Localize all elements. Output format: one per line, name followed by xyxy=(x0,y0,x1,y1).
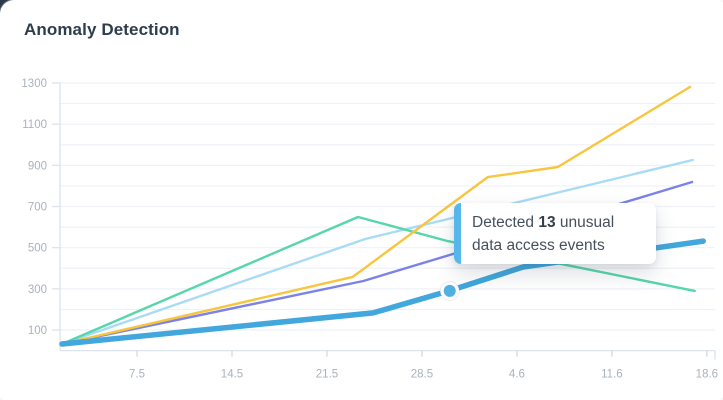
pale-blue-series-line xyxy=(60,158,694,346)
tooltip-text: Detected 13 unusual data access events xyxy=(454,205,656,263)
y-axis-label: 300 xyxy=(28,284,47,296)
anomaly-tooltip: Detected 13 unusual data access events xyxy=(454,203,656,264)
x-axis-label: 4.6 xyxy=(509,369,525,381)
tooltip-text-suffix: unusual data access events xyxy=(472,213,615,254)
y-axis-label: 1100 xyxy=(22,119,47,131)
y-axis-label: 900 xyxy=(28,160,47,172)
x-axis-label: 14.5 xyxy=(221,369,243,381)
x-axis-label: 21.5 xyxy=(316,369,338,381)
x-axis-label: 11.6 xyxy=(601,369,623,381)
x-axis-label: 18.6 xyxy=(696,369,718,381)
y-axis-label: 1300 xyxy=(21,78,47,90)
y-axis-label: 100 xyxy=(28,325,47,337)
anomaly-marker xyxy=(443,284,456,297)
card-title: Anomaly Detection xyxy=(24,20,180,39)
yellow-series-line xyxy=(60,85,692,346)
tooltip-text-prefix: Detected xyxy=(472,213,539,231)
x-axis-label: 7.5 xyxy=(129,369,145,381)
tooltip-count: 13 xyxy=(538,213,556,231)
y-axis-label: 700 xyxy=(28,202,47,214)
y-axis-label: 500 xyxy=(28,243,47,255)
tooltip-accent-bar xyxy=(454,203,461,264)
teal-series-line xyxy=(60,215,696,346)
x-axis-label: 28.5 xyxy=(411,369,433,381)
